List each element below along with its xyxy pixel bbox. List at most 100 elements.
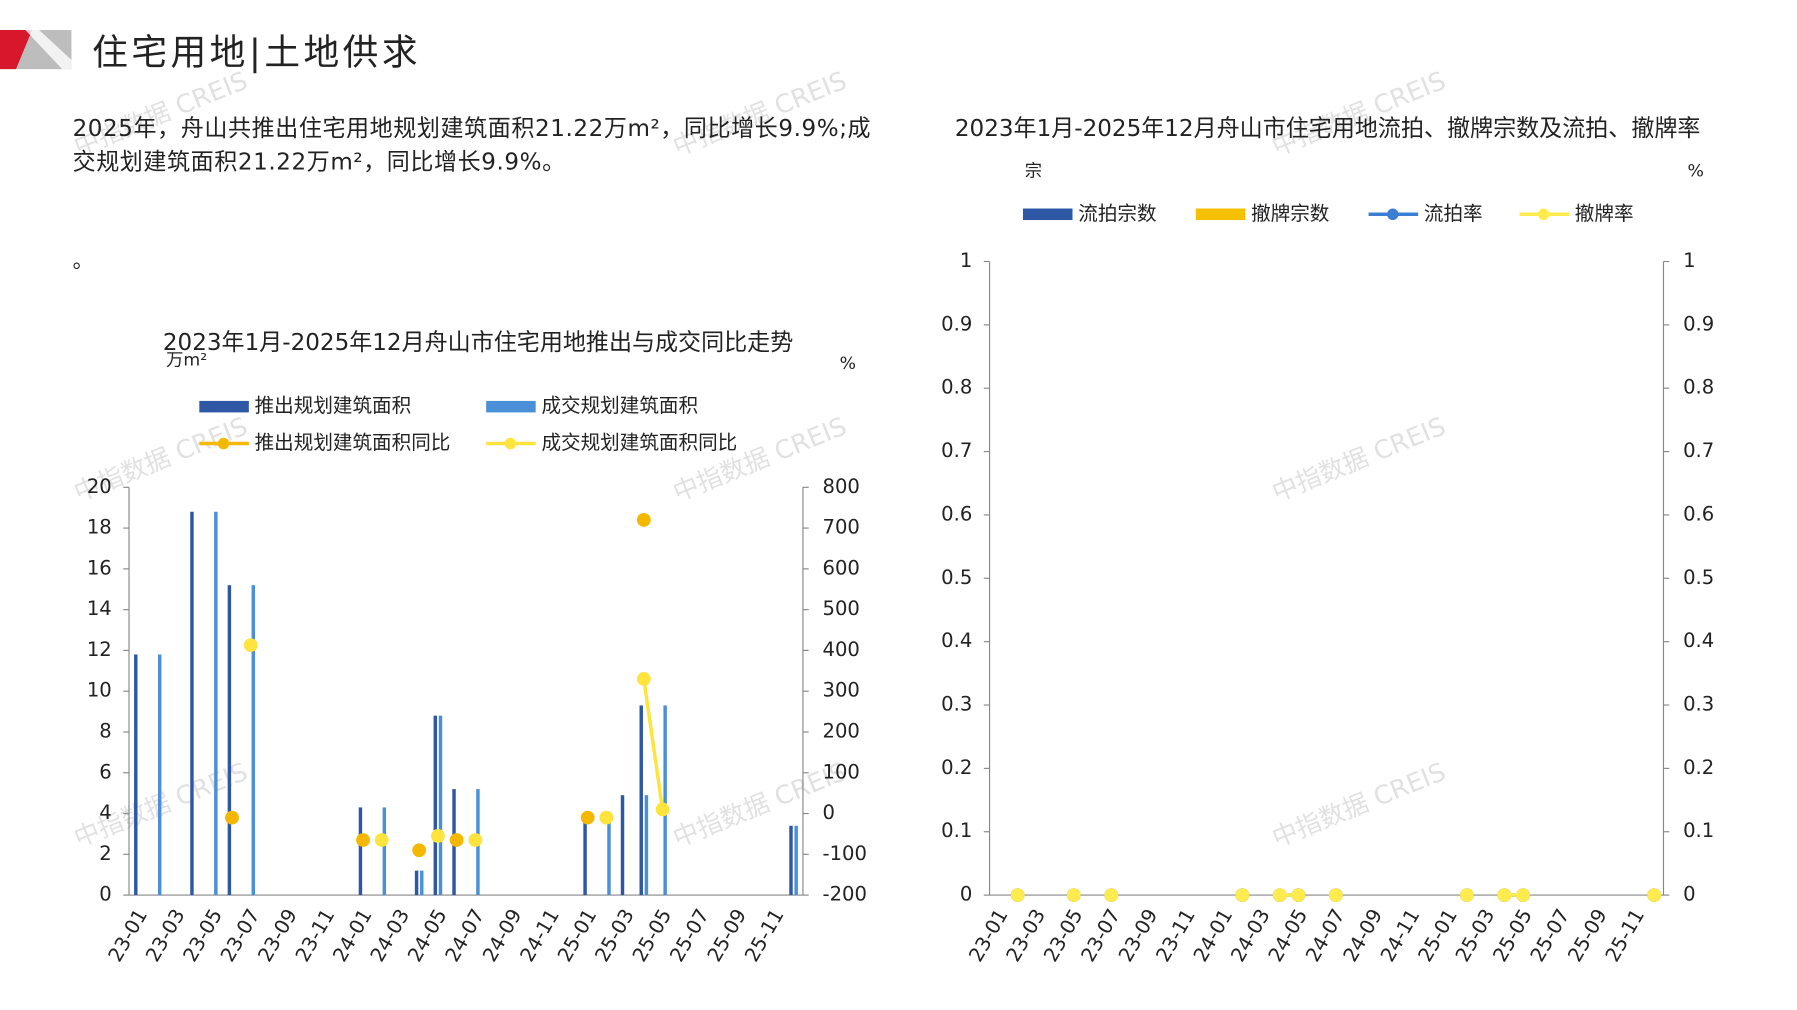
bar [382, 807, 387, 896]
y-tick-label: 12 [87, 638, 112, 661]
y2-tick-label: 0.5 [1683, 566, 1714, 589]
y-tick-label: 0.8 [941, 376, 972, 399]
point [468, 833, 483, 847]
y-axis-label: 万m² [166, 351, 207, 371]
bar [414, 870, 419, 896]
point [449, 833, 464, 847]
y2-tick-label: 400 [823, 638, 860, 661]
y-tick-label: 0 [960, 883, 972, 906]
paragraph: 2025年，舟山共推出住宅用地规划建筑面积21.22万m²，同比增长9.9%;成… [72, 114, 872, 176]
y2-tick-label: 0.8 [1683, 376, 1714, 399]
y-tick-label: 2 [99, 842, 111, 865]
y2-tick-label: 0.3 [1683, 693, 1714, 716]
y-tick-label: 0.2 [941, 756, 972, 779]
y-axis-label: 宗 [1025, 162, 1042, 182]
bar [639, 705, 643, 896]
bar [251, 585, 256, 896]
point [243, 638, 258, 653]
bar [663, 705, 667, 896]
y2-tick-label: 200 [823, 719, 860, 742]
y2-tick-label: 700 [823, 516, 860, 539]
y2-tick-label: 0.9 [1683, 312, 1714, 335]
y2-tick-label: 600 [823, 556, 860, 579]
point [636, 672, 651, 686]
point [430, 829, 445, 843]
y2-tick-label: 0 [1683, 883, 1695, 906]
legend-swatch [1022, 208, 1073, 221]
y-tick-label: 16 [87, 556, 112, 579]
legend-marker [217, 437, 230, 450]
y2-tick-label: 0 [823, 801, 835, 824]
bar [420, 870, 424, 896]
watermark: 中指数据 CREIS [1268, 756, 1450, 853]
x-tick-label: 25-11 [1601, 905, 1649, 966]
y2-tick-label: 1 [1683, 249, 1695, 272]
y2-tick-label: 0.1 [1683, 819, 1714, 842]
y2-tick-label: -100 [823, 842, 867, 865]
bar [227, 585, 232, 896]
y2-tick-label: 0.2 [1683, 756, 1714, 779]
bar [134, 654, 138, 896]
bar [789, 825, 793, 896]
point [1497, 888, 1512, 903]
point [1516, 888, 1530, 903]
y2-tick-label: -200 [823, 883, 867, 906]
y-tick-label: 8 [99, 719, 111, 742]
watermark: 中指数据 CREIS [1268, 411, 1450, 508]
y2-tick-label: 100 [823, 760, 860, 783]
point [374, 833, 389, 847]
header-mark [25, 29, 72, 70]
bar [433, 715, 438, 896]
y-tick-label: 0.3 [941, 693, 972, 716]
chart-title: 2023年1月-2025年12月舟山市住宅用地推出与成交同比走势 [162, 328, 794, 356]
point [599, 810, 614, 825]
point [655, 802, 670, 817]
note: 。 [72, 248, 94, 274]
y2-axis-label: % [1688, 162, 1704, 182]
y-tick-label: 0.1 [941, 819, 972, 842]
y-tick-label: 10 [87, 679, 112, 702]
y-tick-label: 0.7 [941, 439, 972, 462]
legend-swatch [199, 400, 249, 413]
point [1291, 888, 1306, 903]
y-tick-label: 0 [99, 883, 111, 906]
legend-label: 推出规划建筑面积同比 [255, 431, 451, 454]
bar [794, 825, 798, 896]
y-tick-label: 14 [87, 597, 112, 620]
y2-tick-label: 0.7 [1683, 439, 1714, 462]
point [412, 843, 427, 858]
y-tick-label: 4 [99, 801, 111, 824]
point [1272, 888, 1287, 903]
legend-label: 推出规划建筑面积 [255, 394, 412, 417]
point [1647, 888, 1662, 903]
y-tick-label: 6 [99, 760, 111, 783]
point [636, 513, 651, 527]
bar [358, 807, 363, 896]
bar [214, 511, 218, 896]
y-tick-label: 0.4 [941, 629, 972, 652]
y-tick-label: 18 [87, 516, 112, 539]
y2-tick-label: 300 [823, 679, 860, 702]
legend-label: 成交规划建筑面积同比 [541, 431, 737, 454]
series-line [642, 678, 665, 810]
point [580, 810, 595, 825]
legend-label: 流拍宗数 [1078, 202, 1157, 225]
bar [620, 795, 625, 896]
point [1010, 888, 1025, 903]
point [225, 810, 239, 825]
y2-tick-label: 0.6 [1683, 502, 1714, 525]
y-tick-label: 0.5 [941, 566, 972, 589]
point [356, 833, 370, 847]
legend-marker [1387, 208, 1399, 221]
chart-title: 2023年1月-2025年12月舟山市住宅用地流拍、撤牌宗数及流拍、撤牌率 [954, 114, 1701, 142]
legend-label: 流拍率 [1424, 202, 1483, 225]
legend-label: 撤牌宗数 [1251, 202, 1330, 225]
header-mark [0, 29, 33, 70]
legend-marker [1537, 208, 1550, 221]
y-tick-label: 1 [960, 249, 972, 272]
point [1104, 888, 1119, 903]
y2-axis-label: % [840, 354, 856, 374]
x-tick-label: 25-11 [740, 905, 788, 966]
